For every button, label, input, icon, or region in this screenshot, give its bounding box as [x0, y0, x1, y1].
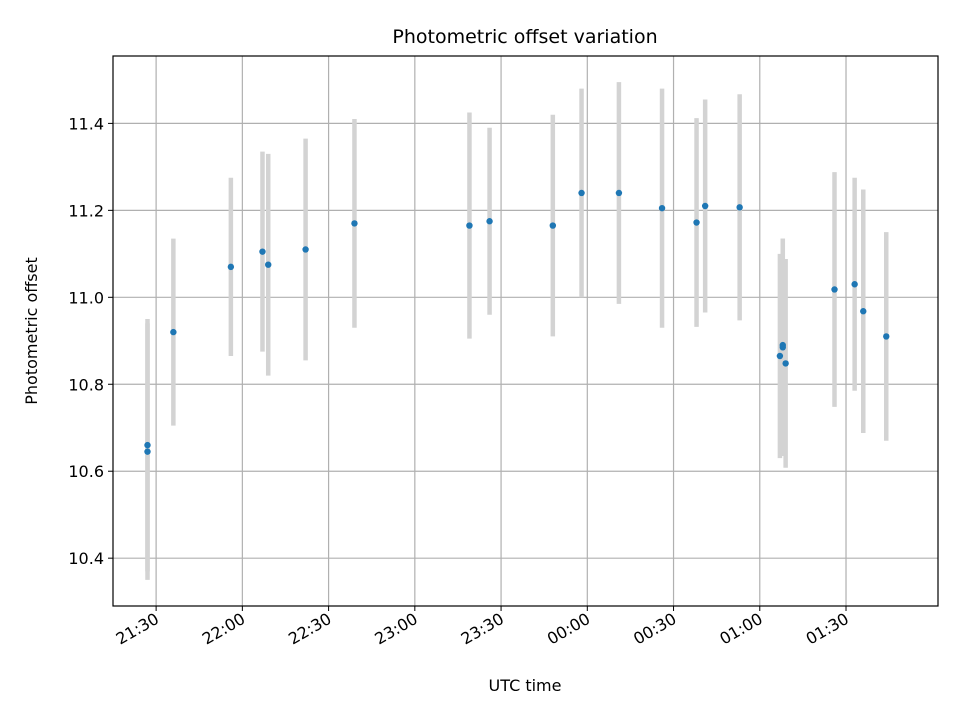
- data-point: [658, 204, 666, 212]
- data-point: [776, 352, 784, 360]
- data-point: [578, 189, 585, 197]
- data-point: [486, 218, 493, 225]
- data-point: [851, 281, 858, 288]
- y-tick-label: 11.2: [68, 201, 104, 220]
- data-point: [693, 219, 700, 226]
- chart-title: Photometric offset variation: [392, 26, 657, 48]
- data-point: [170, 328, 177, 336]
- data-points: [144, 189, 890, 455]
- y-tick-label: 11.4: [68, 114, 104, 133]
- plot-frame: [112, 55, 939, 607]
- data-point: [701, 202, 709, 210]
- data-point: [736, 204, 743, 211]
- data-point: [227, 263, 235, 271]
- data-point: [265, 261, 272, 268]
- data-point: [615, 189, 623, 197]
- data-point: [782, 360, 789, 367]
- data-point: [860, 308, 867, 315]
- data-point: [831, 286, 838, 293]
- y-tick-label: 10.8: [68, 375, 104, 394]
- data-point: [144, 448, 151, 455]
- x-axis-label: UTC time: [489, 676, 562, 695]
- data-point: [779, 341, 786, 349]
- data-point: [351, 220, 358, 227]
- y-tick-label: 10.6: [68, 462, 104, 481]
- y-tick-label: 11.0: [68, 288, 104, 307]
- data-point: [466, 222, 473, 229]
- data-point: [144, 441, 151, 449]
- y-axis-label: Photometric offset: [22, 257, 41, 405]
- y-tick-label: 10.4: [68, 549, 104, 568]
- data-point: [549, 222, 557, 229]
- grid: [113, 56, 938, 606]
- data-point: [302, 246, 309, 253]
- data-point: [883, 333, 890, 340]
- data-point: [259, 248, 266, 255]
